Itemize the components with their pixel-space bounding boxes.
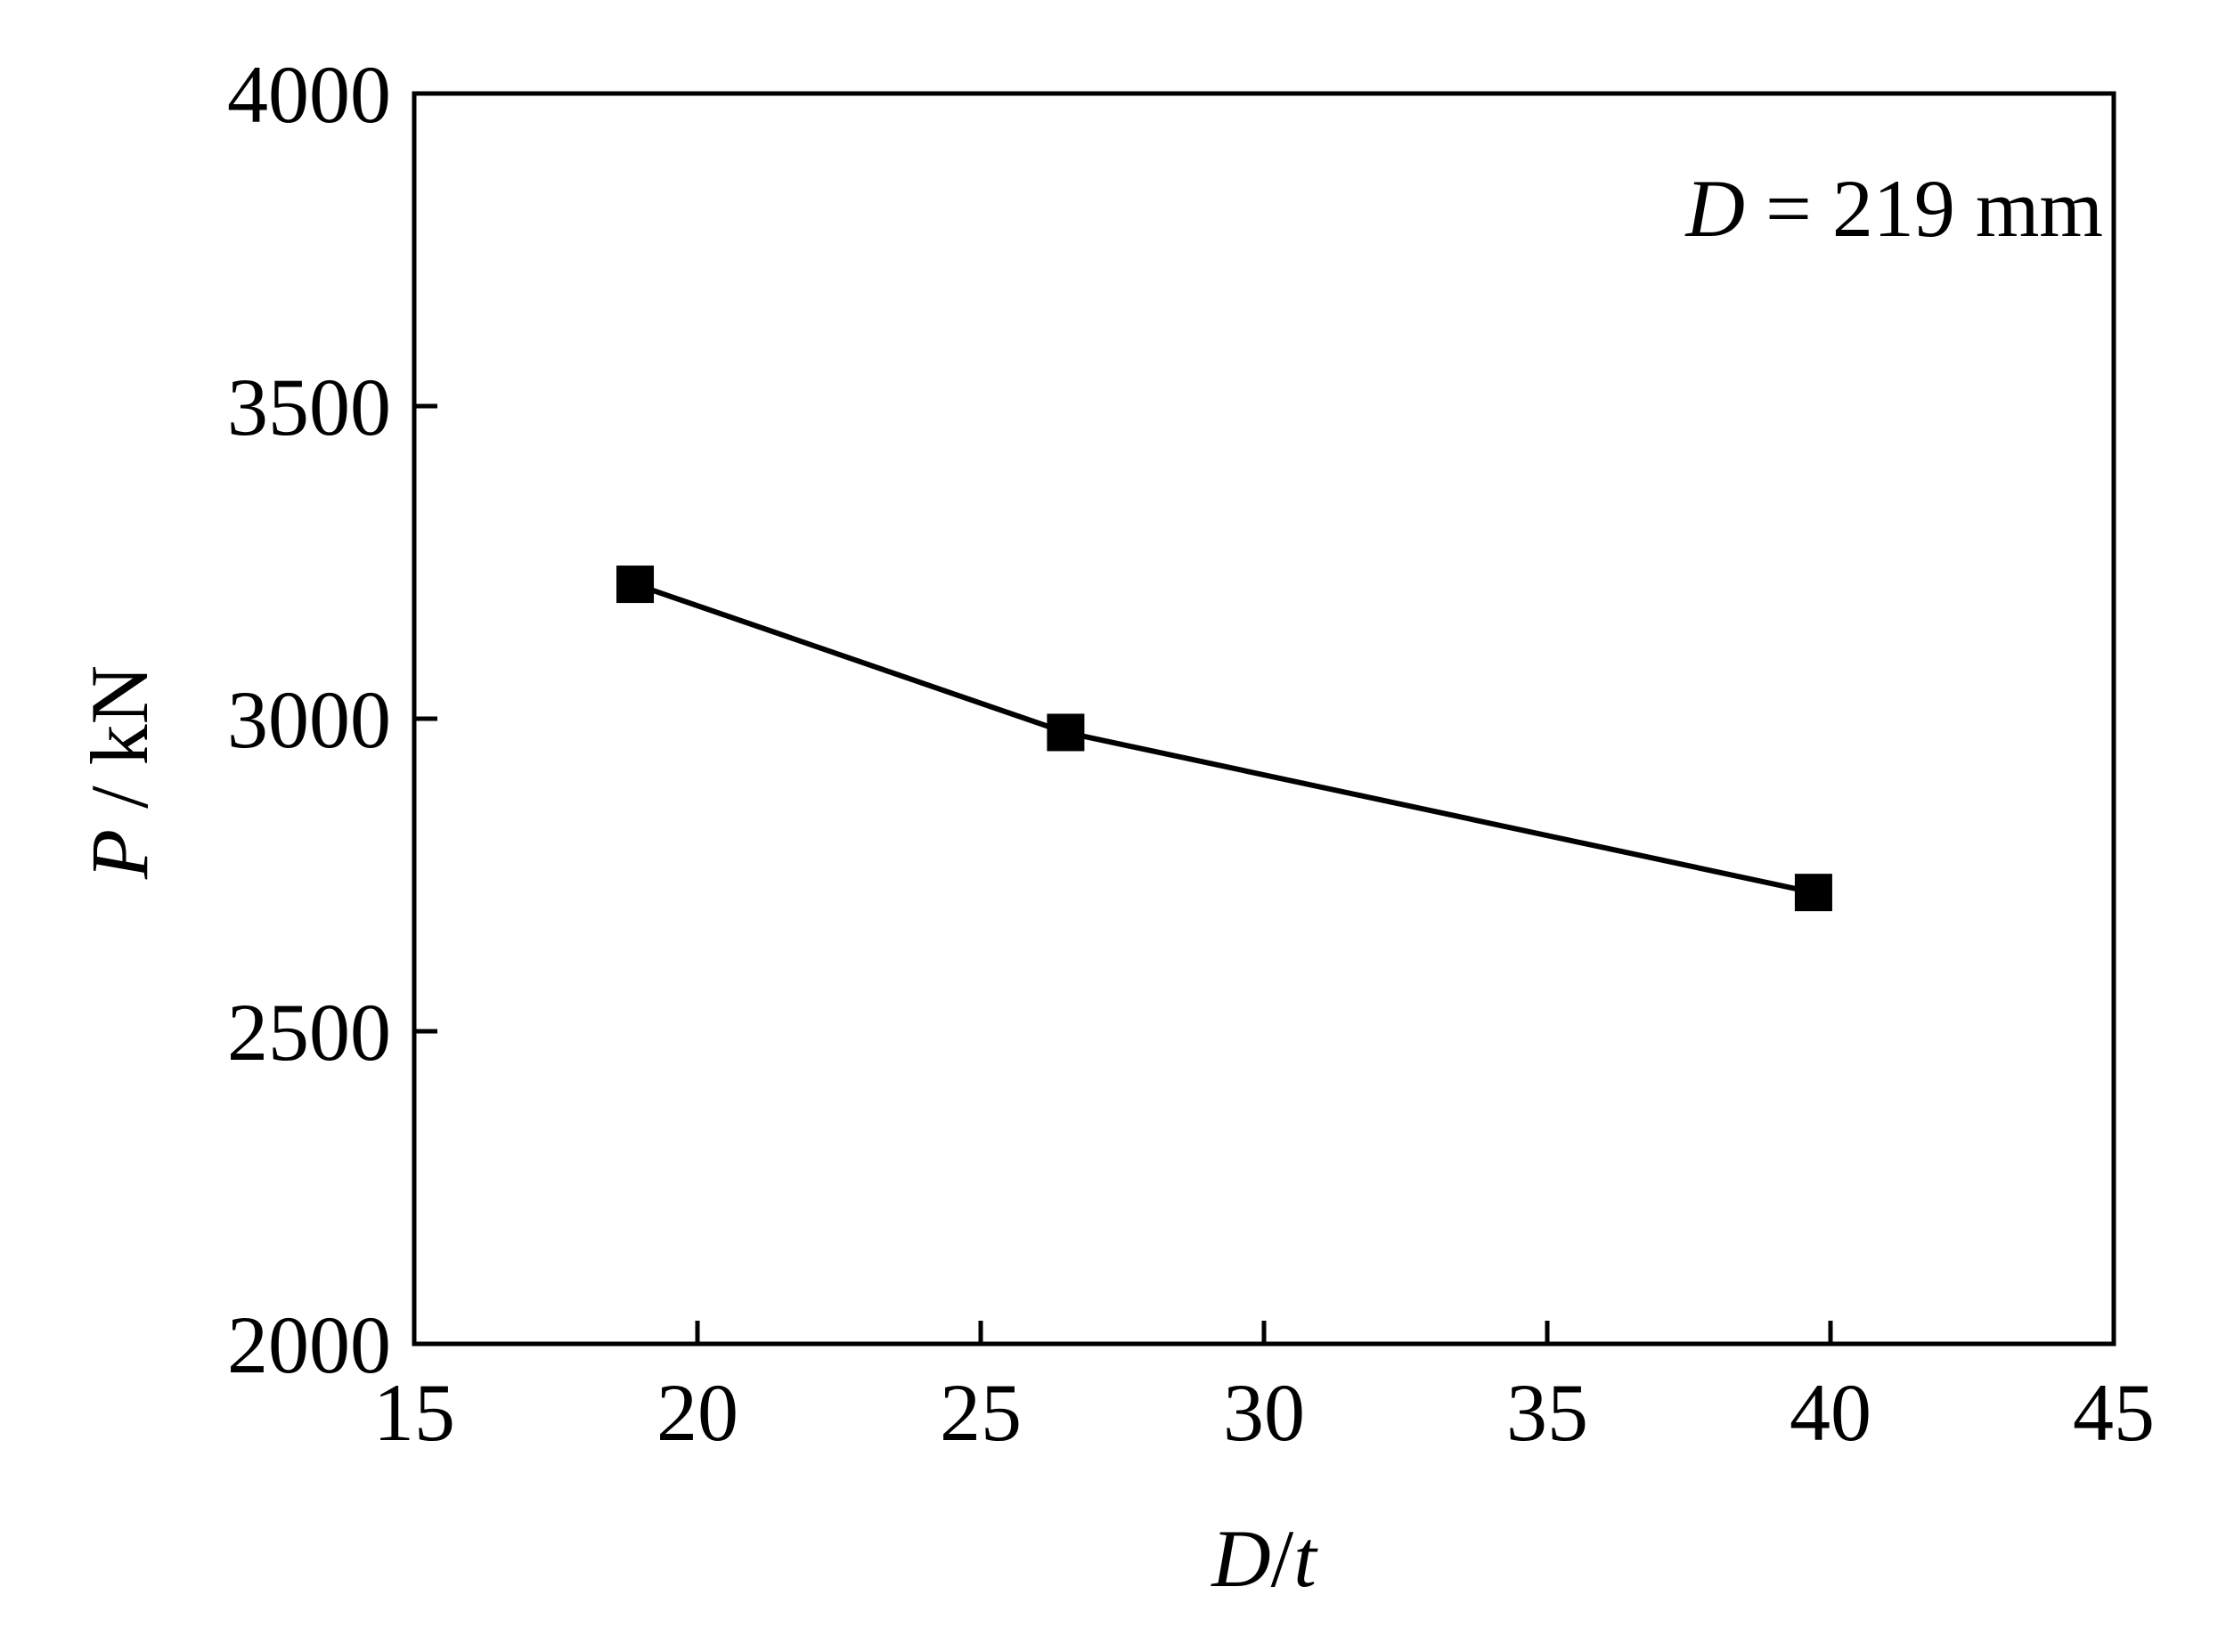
y-tick-label: 2500: [227, 987, 391, 1078]
x-tick-label: 20: [656, 1367, 738, 1458]
y-tick-label: 3500: [227, 362, 391, 452]
y-tick-label: 2000: [227, 1299, 391, 1390]
x-axis-label-sep: /: [1271, 1513, 1294, 1604]
y-axis-label-unit: / kN: [74, 665, 165, 829]
x-axis-label: D/t: [1210, 1513, 1318, 1604]
x-axis-label-var2: t: [1293, 1513, 1318, 1604]
data-point: [616, 566, 655, 604]
y-axis-ticks: 2000 2500 3000 3500 4000: [227, 49, 437, 1390]
annotation-text: = 219 mm: [1745, 163, 2103, 254]
series-group: [616, 566, 1832, 912]
plot-frame: [412, 91, 2116, 1347]
data-point: [1047, 713, 1085, 752]
x-tick-label: 25: [940, 1367, 1022, 1458]
y-tick-label: 3000: [227, 674, 391, 765]
x-tick-label: 15: [373, 1367, 455, 1458]
x-axis-label-var: D: [1210, 1513, 1270, 1604]
series-line: [634, 582, 1814, 896]
data-point: [1794, 874, 1832, 912]
x-tick-label: 30: [1223, 1367, 1305, 1458]
x-tick-label: 40: [1790, 1367, 1871, 1458]
annotation-variable: D: [1684, 163, 1745, 254]
diameter-annotation: D = 219 mm: [1684, 163, 2103, 254]
y-axis-label-var: P: [74, 829, 165, 880]
y-axis-label: P / kN: [74, 665, 165, 880]
x-axis-ticks: 15 20 25 30 35 40 45: [373, 1321, 2155, 1458]
y-tick-label: 4000: [227, 49, 391, 140]
x-tick-label: 35: [1506, 1367, 1588, 1458]
x-tick-label: 45: [2073, 1367, 2155, 1458]
